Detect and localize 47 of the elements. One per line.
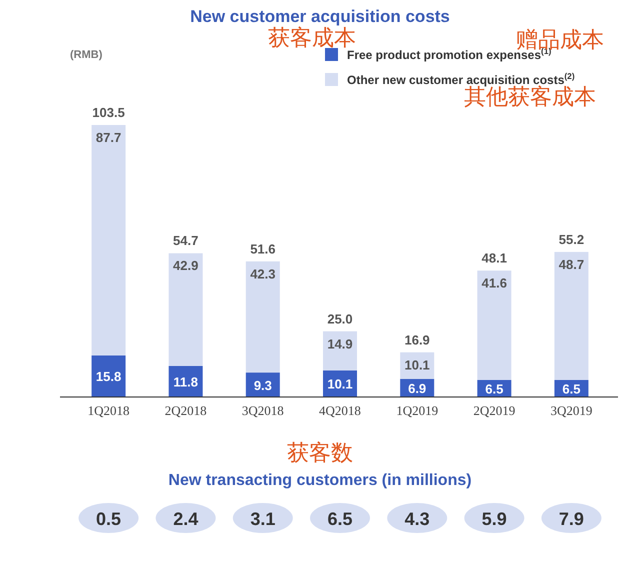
x-tick-label: 1Q2019 (396, 403, 438, 418)
data-label: 0.5 (96, 509, 122, 529)
x-tick-label: 1Q2018 (88, 403, 130, 418)
data-label: 10.1 (327, 376, 353, 392)
data-label: 41.6 (482, 276, 507, 291)
data-label: 6.9 (408, 380, 426, 396)
total-label: 54.7 (173, 233, 198, 248)
data-label: 42.3 (250, 266, 276, 282)
total-label: 48.1 (482, 250, 507, 266)
x-tick-label: 3Q2018 (242, 403, 284, 418)
data-label: 4.3 (404, 509, 430, 529)
x-tick-label: 2Q2019 (473, 403, 516, 418)
data-label: 7.9 (558, 509, 584, 529)
data-label: 10.1 (404, 357, 430, 372)
text: New transacting customers (in millions) (168, 472, 472, 489)
text: 获客数 (287, 440, 353, 465)
data-label: 14.9 (327, 336, 353, 352)
data-label: 6.5 (327, 509, 353, 529)
total-label: 51.6 (250, 241, 276, 256)
total-label: 16.9 (404, 332, 430, 348)
data-label: 48.7 (558, 256, 584, 272)
total-label: 103.5 (92, 105, 125, 120)
total-label: 55.2 (558, 232, 584, 247)
bar (246, 261, 280, 373)
data-label: 6.5 (562, 381, 580, 396)
bar (323, 331, 357, 370)
y-axis-title: (RMB) (70, 49, 103, 61)
data-label: 42.9 (173, 258, 198, 274)
chart-title: New customer acquisition costs (190, 7, 450, 26)
bar (92, 125, 126, 356)
text: 其他获客成本 (464, 84, 596, 109)
data-label: 6.5 (485, 381, 504, 396)
x-tick-label: 4Q2018 (319, 403, 361, 418)
bar (477, 270, 512, 380)
data-label: 11.8 (173, 374, 198, 390)
data-label: 5.9 (482, 509, 507, 529)
total-label: 25.0 (327, 311, 353, 326)
bar (554, 252, 588, 380)
data-label: 2.4 (173, 509, 198, 529)
text: 获客成本 (268, 25, 356, 50)
data-label: 15.8 (96, 369, 122, 384)
data-label: 9.3 (254, 378, 272, 393)
data-label: 3.1 (250, 509, 276, 529)
x-tick-label: 2Q2018 (164, 403, 207, 418)
bar (168, 253, 203, 366)
x-tick-label: 3Q2019 (550, 403, 592, 418)
data-label: 87.7 (96, 130, 122, 145)
